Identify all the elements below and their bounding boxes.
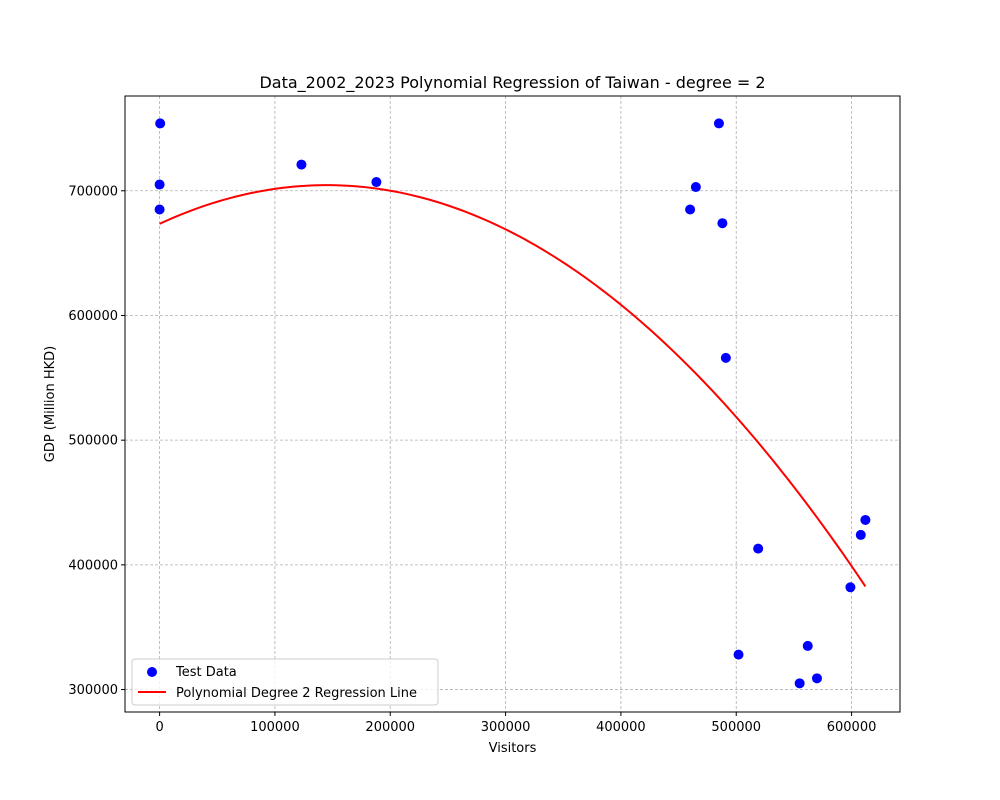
x-tick-label: 300000 (481, 720, 531, 735)
data-point (811, 673, 822, 684)
regression-curve-layer (159, 184, 867, 587)
x-tick-label: 0 (155, 720, 163, 735)
data-point (154, 179, 165, 190)
y-axis-label: GDP (Million HKD) (43, 346, 58, 463)
regression-curve (159, 184, 867, 587)
data-point (371, 177, 382, 188)
data-point (717, 218, 728, 229)
axis-ticks: 0 100000 200000 300000 400000 500000 600000 300… (68, 184, 876, 735)
data-point (713, 118, 724, 129)
legend: Test Data Polynomial Degree 2 Regression… (131, 658, 439, 706)
data-point (753, 543, 764, 554)
data-point (860, 514, 871, 525)
data-point (155, 118, 166, 129)
legend-marker-test-data (147, 667, 157, 677)
legend-label-regression-line: Polynomial Degree 2 Regression Line (176, 686, 417, 701)
legend-box (131, 658, 439, 706)
y-tick-label: 600000 (68, 309, 118, 324)
data-point (154, 204, 165, 215)
data-point (845, 582, 856, 593)
data-point (296, 159, 307, 170)
chart-title: Data_2002_2023 Polynomial Regression of … (259, 73, 765, 93)
plot-area-frame (124, 95, 901, 713)
data-point (720, 352, 731, 363)
y-tick-label: 700000 (68, 184, 118, 199)
data-point (733, 649, 744, 660)
x-tick-label: 600000 (827, 720, 877, 735)
legend-label-test-data: Test Data (175, 665, 237, 680)
y-tick-label: 400000 (68, 558, 118, 573)
x-tick-label: 100000 (250, 720, 300, 735)
x-tick-label: 400000 (596, 720, 646, 735)
x-axis-label: Visitors (489, 741, 537, 756)
grid-lines (125, 96, 900, 712)
scatter-points-layer (154, 118, 871, 689)
y-tick-label: 300000 (68, 683, 118, 698)
x-tick-label: 500000 (711, 720, 761, 735)
data-point (690, 182, 701, 193)
x-tick-label: 200000 (365, 720, 415, 735)
y-tick-label: 500000 (68, 434, 118, 449)
data-point (802, 640, 813, 651)
data-point (685, 204, 696, 215)
data-point (855, 529, 866, 540)
data-point (794, 678, 805, 689)
